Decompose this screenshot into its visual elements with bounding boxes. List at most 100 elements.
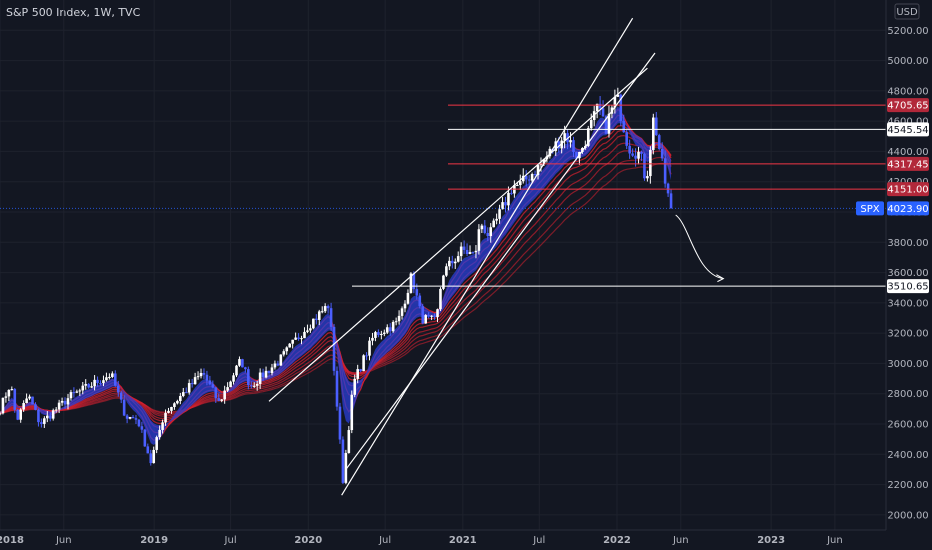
candle-body bbox=[516, 185, 519, 187]
candle-body bbox=[371, 337, 374, 341]
candle-body bbox=[462, 246, 466, 250]
symbol-tag[interactable] bbox=[856, 201, 884, 216]
candle-body bbox=[116, 385, 120, 393]
candle-body bbox=[276, 363, 280, 366]
candle-body bbox=[125, 415, 129, 419]
forecast-curve[interactable] bbox=[675, 214, 724, 280]
y-tick-label: 2200.00 bbox=[887, 480, 928, 491]
candle-body bbox=[465, 249, 469, 255]
candle-body bbox=[604, 116, 608, 134]
candle-body bbox=[317, 311, 321, 320]
candle-body bbox=[400, 308, 404, 316]
candle-body bbox=[456, 256, 460, 262]
candle-body bbox=[1, 397, 5, 414]
candle-body bbox=[598, 103, 602, 109]
channel-line-2[interactable] bbox=[345, 52, 656, 470]
candle-body bbox=[202, 373, 206, 375]
candle-body bbox=[607, 113, 611, 134]
trend-channel bbox=[268, 17, 656, 496]
candle-body bbox=[158, 429, 161, 438]
candle-body bbox=[501, 202, 504, 210]
candle-body bbox=[471, 252, 475, 254]
forecast-arrow bbox=[675, 214, 725, 283]
ema-line bbox=[0, 129, 672, 422]
candle-body bbox=[338, 406, 342, 440]
candle-body bbox=[63, 400, 67, 405]
candle-body bbox=[654, 117, 658, 136]
candle-body bbox=[332, 326, 336, 371]
y-tick-label: 4800.00 bbox=[887, 86, 928, 97]
candle-body bbox=[84, 384, 88, 386]
channel-line-0[interactable] bbox=[341, 17, 634, 496]
candle-body bbox=[450, 260, 454, 264]
candle-body bbox=[267, 370, 271, 374]
ema-line bbox=[0, 134, 672, 420]
y-tick-label: 5200.00 bbox=[887, 26, 928, 37]
candle-body bbox=[217, 398, 221, 401]
candle-body bbox=[28, 396, 31, 399]
candle-body bbox=[300, 338, 303, 340]
y-tick-label: 2400.00 bbox=[887, 450, 928, 461]
candle-body bbox=[102, 380, 105, 384]
candle-body bbox=[184, 392, 188, 394]
ema-line bbox=[0, 162, 672, 414]
horizontal-levels bbox=[0, 104, 886, 287]
candle-body bbox=[279, 354, 283, 366]
candle-body bbox=[34, 404, 37, 410]
price-axis[interactable] bbox=[886, 0, 932, 530]
ema-line bbox=[0, 156, 672, 414]
level-tag-label-3: 4151.00 bbox=[887, 185, 928, 196]
candle-body bbox=[575, 151, 578, 159]
level-tag-label-2: 4317.45 bbox=[887, 159, 928, 170]
candle-body bbox=[208, 380, 212, 385]
ema-ribbon bbox=[0, 106, 672, 445]
candle-body bbox=[510, 192, 513, 194]
candle-body bbox=[666, 183, 670, 194]
candle-body bbox=[214, 387, 218, 399]
candle-body bbox=[521, 175, 525, 182]
candle-body bbox=[477, 229, 481, 251]
candle-body bbox=[247, 369, 250, 386]
candle-body bbox=[595, 103, 599, 112]
candle-body bbox=[637, 151, 640, 159]
currency-badge[interactable] bbox=[894, 3, 920, 20]
forecast-arrowhead bbox=[716, 274, 725, 283]
time-axis[interactable] bbox=[0, 530, 932, 550]
last-price-tag[interactable] bbox=[887, 201, 929, 216]
candle-body bbox=[31, 396, 34, 405]
candle-body bbox=[365, 355, 368, 357]
candle-body bbox=[81, 385, 85, 391]
level-tag-2[interactable] bbox=[887, 156, 929, 171]
candle-body bbox=[229, 381, 232, 388]
candle-body bbox=[155, 437, 158, 450]
candle-body bbox=[176, 401, 179, 404]
candle-body bbox=[329, 308, 333, 327]
price-tags: 4705.65 4545.54 4317.45 4151.00 3510.65 SPX 40… bbox=[856, 98, 929, 294]
candle-body bbox=[628, 145, 631, 154]
x-tick-label: Jul bbox=[378, 535, 391, 546]
x-tick-label: 2021 bbox=[449, 535, 477, 546]
candle-body bbox=[90, 386, 93, 388]
candle-body bbox=[489, 227, 493, 237]
level-tag-3[interactable] bbox=[887, 182, 929, 197]
level-tag-1[interactable] bbox=[887, 122, 929, 137]
candle-body bbox=[193, 377, 197, 385]
level-tag-4[interactable] bbox=[887, 279, 929, 294]
candle-body bbox=[167, 410, 170, 413]
candle-body bbox=[60, 400, 64, 403]
channel-line-1[interactable] bbox=[268, 67, 648, 402]
y-tick-label: 3600.00 bbox=[887, 268, 928, 279]
level-tag-0[interactable] bbox=[887, 98, 929, 113]
y-tick-label: 2600.00 bbox=[887, 420, 928, 431]
candle-body bbox=[288, 343, 292, 348]
candle-body bbox=[640, 151, 643, 154]
candle-body bbox=[326, 306, 330, 309]
candle-body bbox=[220, 399, 224, 401]
candle-body bbox=[362, 355, 365, 372]
candle-body bbox=[40, 422, 43, 424]
candle-body bbox=[480, 225, 484, 230]
candle-body bbox=[486, 232, 490, 237]
candle-body bbox=[273, 363, 277, 368]
ema-line bbox=[0, 142, 672, 417]
